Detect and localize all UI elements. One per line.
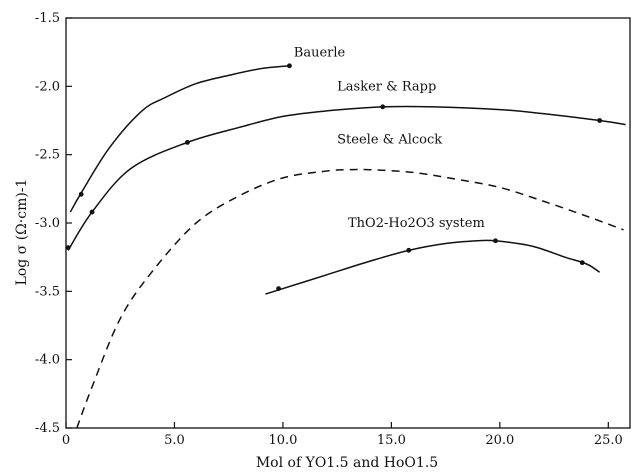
axis-ticks: 0 5.0 10.0 15.0 20.0 25.0 -1.5 -2.0 -2.5 -3.0 -3.5…	[35, 11, 623, 448]
data-point-lasker-rapp	[185, 139, 190, 145]
y-tick-label: -3.5	[35, 284, 60, 299]
y-axis-label: Log σ (Ω·cm)-1	[14, 179, 30, 286]
x-tick-label: 20.0	[485, 433, 514, 448]
x-tick-label: 25.0	[594, 433, 623, 448]
series-label: Steele & Alcock	[337, 133, 442, 148]
x-tick-label: 15.0	[377, 433, 406, 448]
series-line-lasker-rapp	[67, 105, 626, 251]
series-line-steele-alcock	[76, 168, 624, 429]
series-label: ThO2-Ho2O3 system	[348, 216, 485, 231]
series-line-bauerle	[69, 65, 290, 213]
data-point-tho2-ho2o3-system	[579, 260, 585, 266]
x-axis-label: Mol of YO1.5 and HoO1.5	[256, 455, 438, 471]
series-markers	[65, 63, 603, 291]
data-point-lasker-rapp	[597, 118, 603, 123]
data-point-tho2-ho2o3-system	[493, 238, 498, 244]
y-tick-label: -4.5	[35, 421, 60, 436]
y-tick-label: -3.0	[35, 216, 60, 231]
y-tick-label: -2.0	[35, 79, 60, 94]
y-tick-label: -2.5	[35, 148, 60, 163]
data-point-bauerle	[287, 63, 292, 69]
y-tick-label: -1.5	[35, 11, 60, 26]
data-point-lasker-rapp	[380, 104, 386, 110]
data-point-tho2-ho2o3-system	[406, 247, 412, 253]
series-labels: Bauerle Lasker & Rapp Steele & Alcock ThO2-…	[294, 45, 485, 231]
data-point-lasker-rapp	[89, 209, 95, 215]
x-tick-label: 5.0	[164, 433, 185, 448]
data-point-tho2-ho2o3-system	[276, 286, 281, 291]
series-label: Bauerle	[294, 45, 346, 60]
series-line-tho2-ho2o3-system	[265, 239, 601, 295]
y-tick-label: -4.0	[35, 353, 60, 368]
series-label: Lasker & Rapp	[337, 79, 436, 94]
data-point-bauerle	[78, 191, 84, 197]
x-tick-label: 10.0	[268, 433, 297, 448]
series-lines	[67, 65, 626, 429]
x-tick-label: 0	[62, 433, 70, 448]
data-point-lasker-rapp	[65, 245, 71, 251]
